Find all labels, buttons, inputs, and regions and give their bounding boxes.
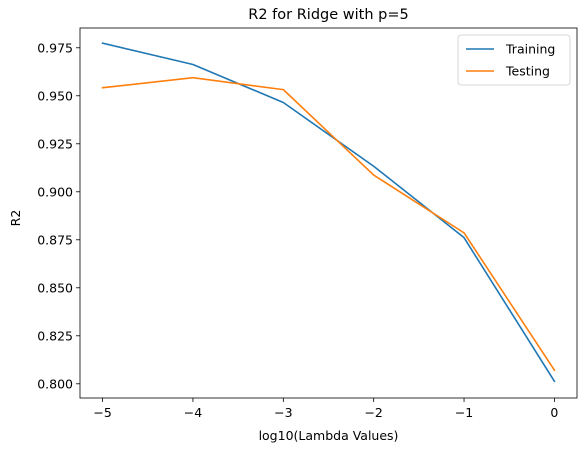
y-tick-label: 0.975 xyxy=(37,40,73,55)
x-axis-label: log10(Lambda Values) xyxy=(259,428,399,443)
series-line-training xyxy=(101,42,556,383)
x-tick-label: −4 xyxy=(184,405,202,420)
y-axis-label: R2 xyxy=(8,210,23,227)
plot-area: −5 −4 −3 −2 −1 0 0.800 0.825 0.850 0.875 0.900 0.92… xyxy=(37,27,578,420)
x-tick-label: −5 xyxy=(93,405,111,420)
y-tick-label: 0.875 xyxy=(37,232,73,247)
x-tick-label: −2 xyxy=(364,405,382,420)
series-line-testing xyxy=(101,76,556,372)
legend-label-training: Training xyxy=(505,42,555,57)
y-tick-label: 0.800 xyxy=(37,376,73,391)
y-tick-label: 0.950 xyxy=(37,88,73,103)
x-tick-label: −3 xyxy=(274,405,292,420)
y-tick-label: 0.900 xyxy=(37,184,73,199)
legend-label-testing: Testing xyxy=(505,64,550,79)
axes-frame xyxy=(79,27,578,399)
x-tick-label: −1 xyxy=(455,405,473,420)
y-tick-label: 0.825 xyxy=(37,328,73,343)
legend-box xyxy=(457,34,571,86)
legend: Training Testing xyxy=(457,34,571,86)
y-tick-label: 0.850 xyxy=(37,280,73,295)
chart-title: R2 for Ridge with p=5 xyxy=(248,7,408,23)
x-tick-label: 0 xyxy=(550,405,558,420)
y-tick-label: 0.925 xyxy=(37,136,73,151)
